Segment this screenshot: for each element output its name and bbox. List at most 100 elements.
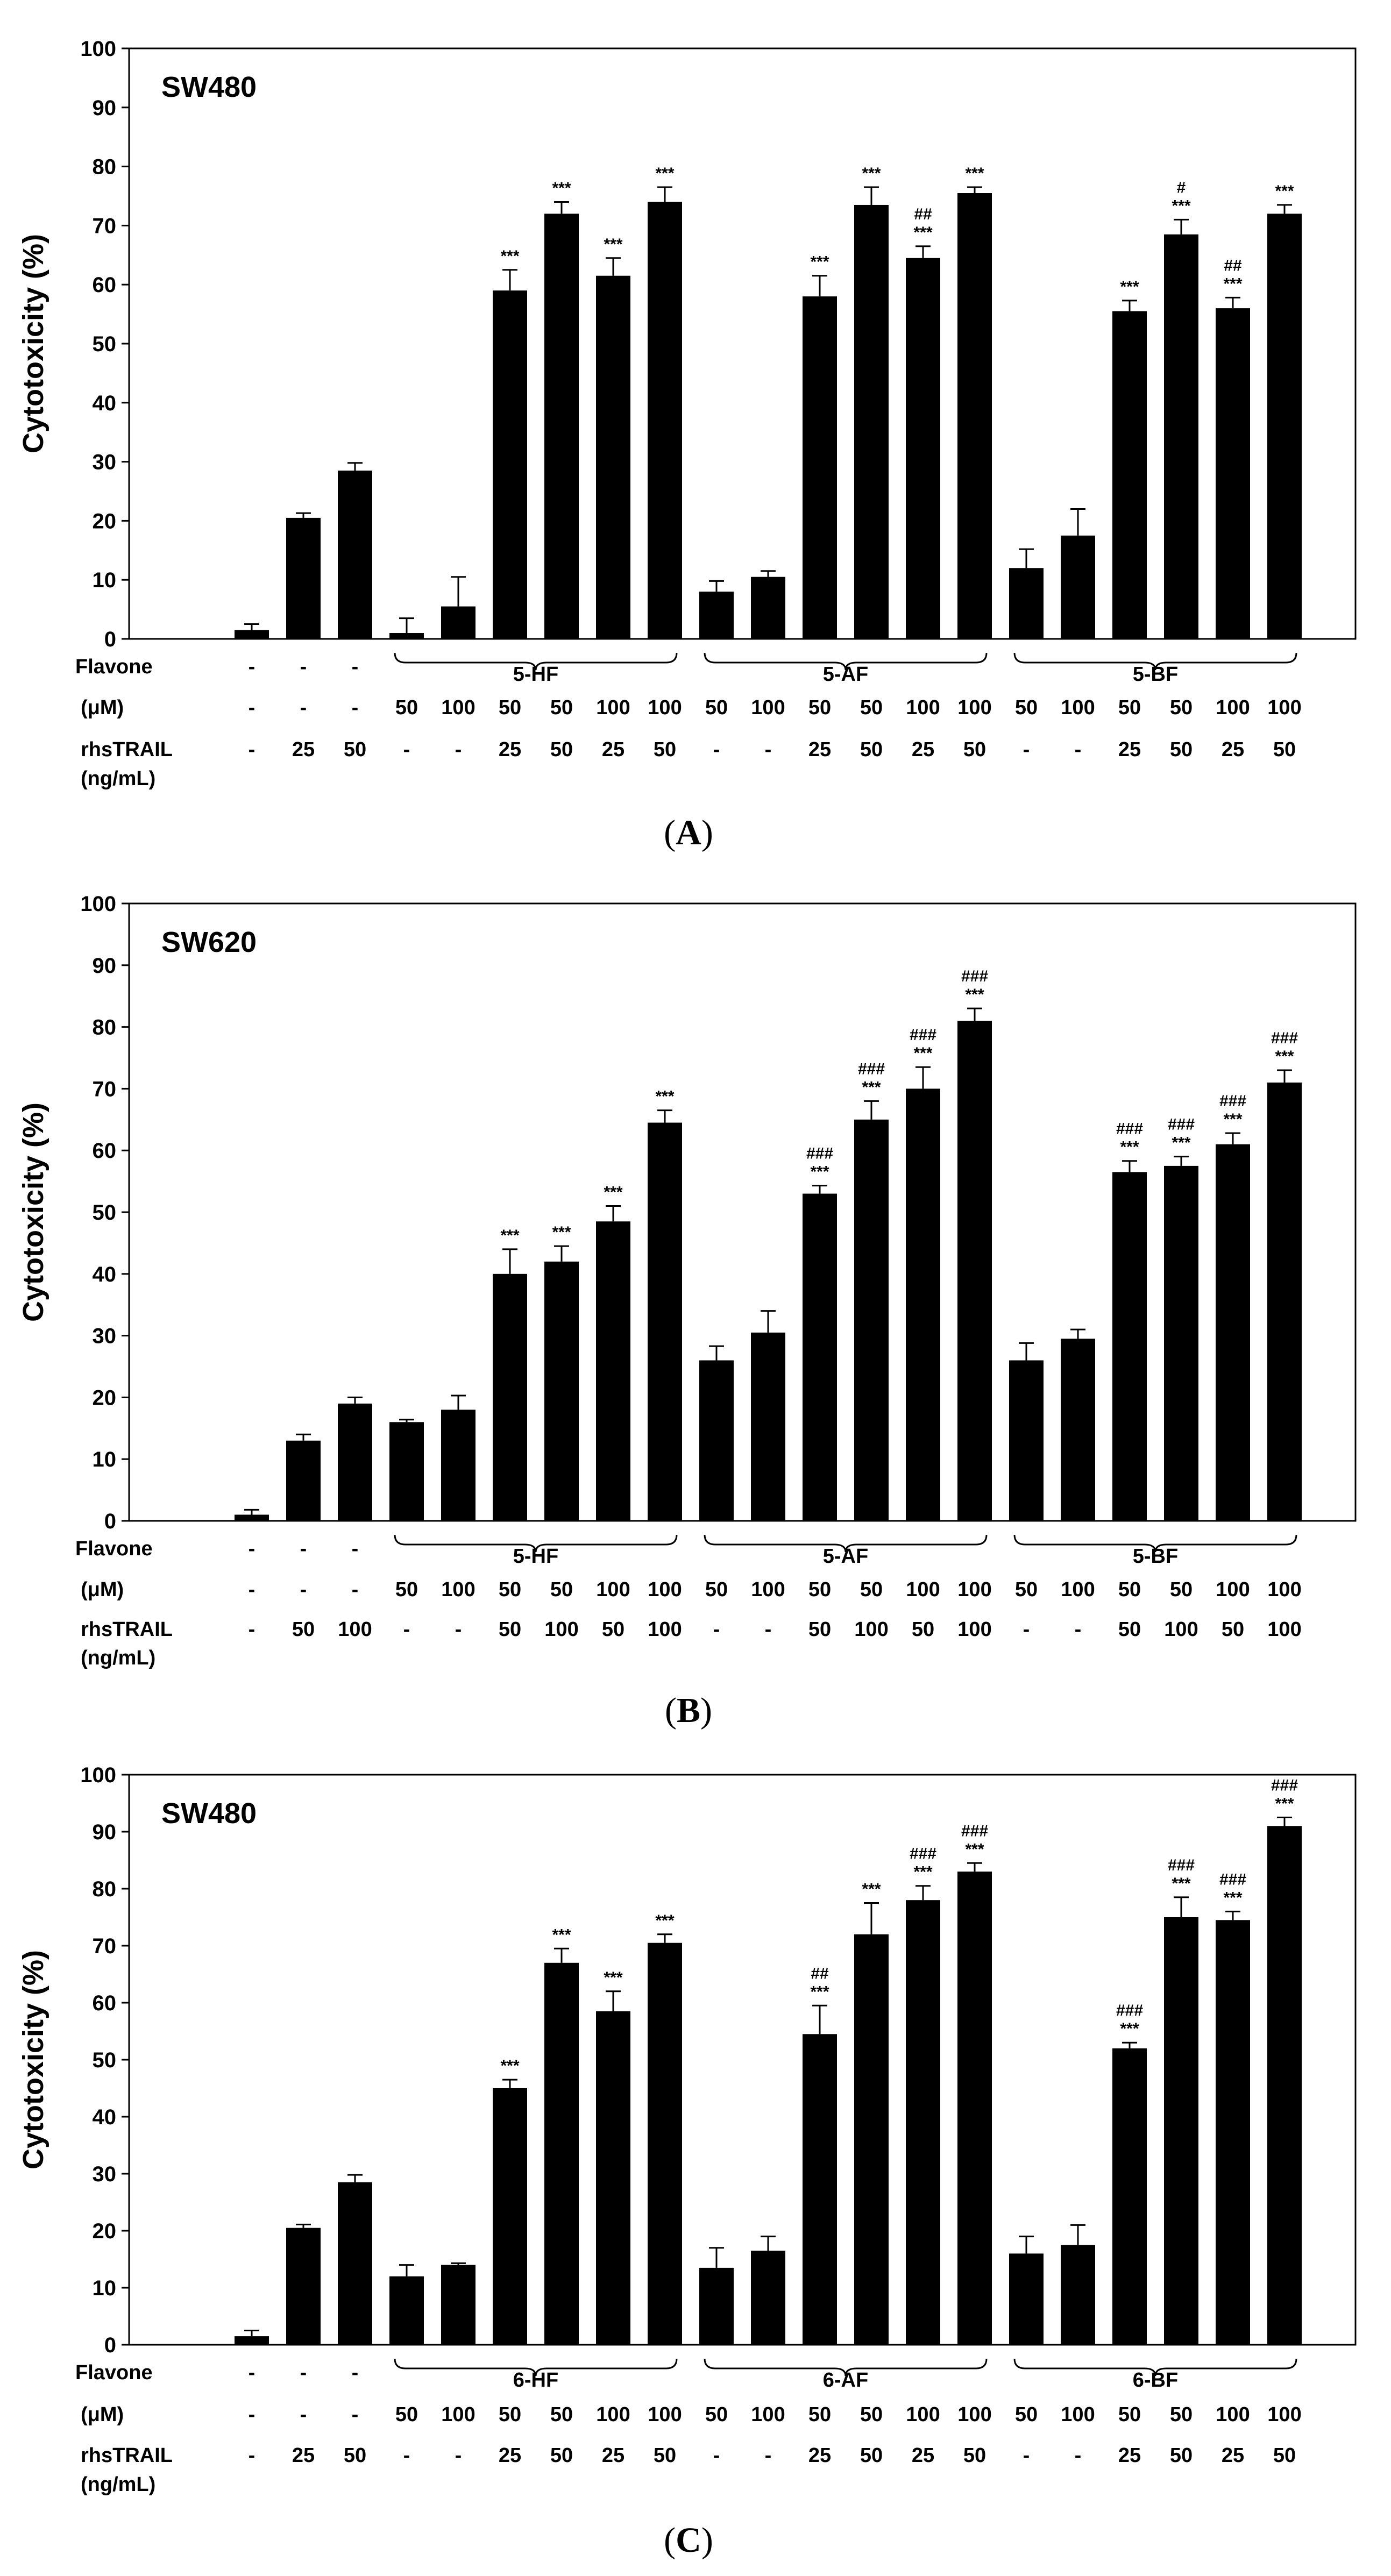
bar: [803, 296, 837, 639]
bar: [1009, 2253, 1044, 2345]
table-cell-um: 100: [441, 696, 475, 719]
table-cell-um: 100: [751, 2403, 785, 2426]
hash-marker: ###: [961, 967, 988, 985]
table-cell-um: 50: [808, 2403, 831, 2426]
table-cell-um: -: [249, 696, 256, 719]
significance-marker: ***: [913, 1044, 932, 1062]
table-cell-trail: 50: [1273, 2444, 1296, 2467]
group-brace: [394, 652, 678, 671]
bar: [803, 2034, 837, 2345]
hash-marker: ###: [1116, 2002, 1143, 2019]
row-label-flavone: Flavone: [75, 2361, 153, 2384]
significance-marker: ***: [862, 1078, 881, 1096]
table-cell-trail: 25: [499, 2444, 521, 2467]
table-cell-um: 100: [1267, 1578, 1301, 1601]
bar: [906, 258, 940, 639]
group-brace: [1013, 652, 1297, 671]
table-cell-trail: 25: [808, 738, 831, 761]
row-label-ngml: (ng/mL): [81, 1647, 155, 1669]
significance-marker: ***: [1275, 1048, 1294, 1065]
bar: [751, 2251, 785, 2345]
bar: [906, 1088, 940, 1521]
table-cell-flavone: -: [249, 656, 256, 678]
hash-marker: ###: [1168, 1116, 1195, 1134]
table-cell-um: 100: [441, 2403, 475, 2426]
table-cell-um: 100: [596, 1578, 630, 1601]
table-cell-um: -: [300, 696, 307, 719]
y-tick-label: 90: [93, 96, 117, 120]
paren-close: ): [701, 813, 713, 852]
bar: [1061, 535, 1095, 639]
table-cell-um: 100: [751, 1578, 785, 1601]
table-cell-trail: -: [455, 2444, 462, 2467]
table-cell-trail: -: [1023, 2444, 1030, 2467]
bar: [699, 1360, 734, 1521]
significance-marker: ***: [1172, 1875, 1190, 1892]
bar: [235, 2336, 269, 2345]
table-cell-trail: 25: [912, 2444, 934, 2467]
y-tick-label: 30: [93, 2162, 117, 2186]
y-tick-label: 70: [93, 1934, 117, 1958]
table-cell-trail: 100: [338, 1618, 372, 1641]
y-tick-label: 50: [93, 332, 117, 356]
table-cell-trail: -: [249, 738, 256, 761]
table-cell-flavone: -: [300, 656, 307, 678]
bar: [854, 1119, 889, 1521]
significance-marker: ***: [862, 165, 881, 182]
row-label-um: (μM): [81, 696, 124, 719]
y-tick-label: 50: [93, 2048, 117, 2072]
bar: [596, 2011, 630, 2345]
chart-title: SW480: [161, 71, 257, 103]
bar: [699, 592, 734, 639]
table-cell-um: 50: [395, 2403, 418, 2426]
bar: [389, 633, 424, 639]
bar: [493, 1273, 527, 1521]
table-cell-trail: 100: [544, 1618, 578, 1641]
table-cell-trail: 50: [808, 1618, 831, 1641]
y-axis-title: Cytotoxicity (%): [17, 1950, 49, 2169]
y-tick-label: 90: [93, 1820, 117, 1844]
table-cell-trail: 50: [550, 2444, 573, 2467]
table-cell-trail: -: [249, 1618, 256, 1641]
table-cell-um: 100: [1061, 1578, 1095, 1601]
bar: [338, 1403, 372, 1521]
table-cell-trail: 25: [292, 738, 315, 761]
table-cell-trail: -: [403, 1618, 410, 1641]
hash-marker: ##: [1224, 257, 1242, 274]
bar: [441, 2265, 476, 2345]
bar: [338, 471, 372, 639]
bar: [1009, 568, 1044, 639]
table-cell-trail: 100: [1164, 1618, 1198, 1641]
significance-marker: ***: [1172, 197, 1190, 215]
table-cell-trail: 25: [1222, 2444, 1244, 2467]
table-cell-flavone: -: [352, 656, 359, 678]
table-cell-um: -: [249, 1578, 256, 1601]
panel-letter: B: [677, 1691, 700, 1730]
hash-marker: ###: [1219, 1870, 1246, 1888]
table-cell-trail: 100: [854, 1618, 888, 1641]
table-cell-um: 50: [860, 1578, 883, 1601]
table-cell-trail: 50: [654, 2444, 676, 2467]
table-cell-um: 50: [1170, 2403, 1193, 2426]
table-cell-trail: 50: [1222, 1618, 1244, 1641]
chart-panel-b: 0 10 20 30 40 50 60 70 80 90 100 Cytotoxicity (%) SW…: [17, 892, 1357, 1730]
bar: [389, 1422, 424, 1521]
significance-marker: ***: [965, 165, 984, 182]
bar: [1216, 1920, 1250, 2345]
table-cell-trail: 25: [1118, 2444, 1141, 2467]
table-cell-um: 50: [705, 696, 728, 719]
significance-marker: ***: [604, 1184, 622, 1201]
table-cell-um: 50: [1170, 696, 1193, 719]
significance-marker: ***: [810, 1163, 829, 1181]
bar: [493, 2088, 527, 2345]
significance-marker: ***: [604, 1969, 622, 1987]
table-cell-um: 50: [550, 696, 573, 719]
y-tick-label: 40: [93, 392, 117, 415]
table-cell-um: 100: [906, 696, 940, 719]
bar: [1216, 308, 1250, 639]
table-cell-trail: 50: [344, 738, 366, 761]
hash-marker: ###: [1271, 1777, 1298, 1795]
table-cell-trail: 100: [957, 1618, 991, 1641]
bar: [803, 1193, 837, 1521]
significance-marker: ***: [810, 253, 829, 271]
